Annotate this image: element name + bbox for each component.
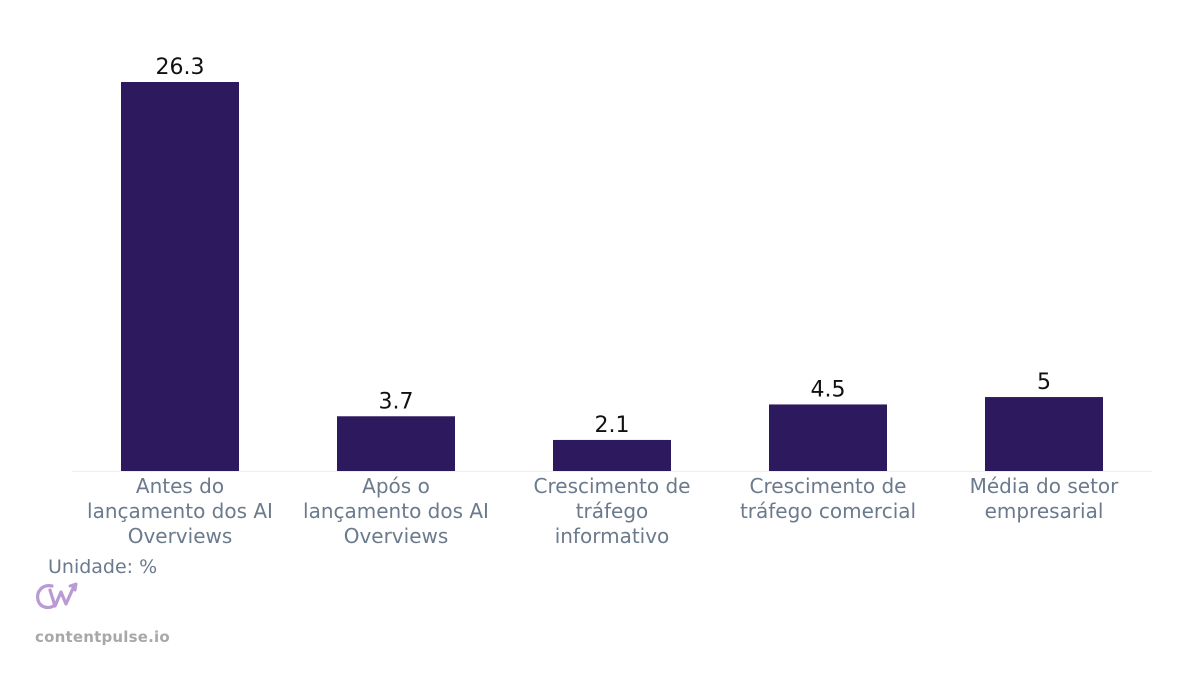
tick-label-4: Crescimento de tráfego comercial xyxy=(740,474,916,523)
value-label-5: 5 xyxy=(1037,370,1051,395)
brand-text: contentpulse.io xyxy=(35,628,170,646)
tick-label-line: lançamento dos AI xyxy=(87,499,273,523)
tick-label-line: informativo xyxy=(555,524,670,548)
tick-label-5: Média do setor empresarial xyxy=(970,474,1120,523)
tick-label-line: lançamento dos AI xyxy=(303,499,489,523)
value-label-1: 26.3 xyxy=(156,55,205,80)
tick-label-3: Crescimento de tráfego informativo xyxy=(534,474,691,548)
tick-label-line: Média do setor xyxy=(970,474,1120,498)
tick-label-line: Crescimento de xyxy=(750,474,907,498)
bar-4 xyxy=(769,404,887,471)
tick-label-line: tráfego xyxy=(576,499,649,523)
bar-2 xyxy=(337,416,455,471)
value-label-2: 3.7 xyxy=(379,389,414,414)
tick-label-2: Após o lançamento dos AI Overviews xyxy=(303,474,489,548)
bar-5 xyxy=(985,397,1103,471)
value-labels-group: 26.3 3.7 2.1 4.5 5 xyxy=(156,55,1051,438)
cw-logo-icon xyxy=(36,582,78,610)
tick-label-line: Overviews xyxy=(128,524,233,548)
unit-label: Unidade: % xyxy=(48,556,158,578)
value-label-4: 4.5 xyxy=(811,377,846,402)
bar-1 xyxy=(121,82,239,471)
tick-label-line: Overviews xyxy=(344,524,449,548)
bars-group xyxy=(121,82,1103,471)
bar-3 xyxy=(553,439,671,471)
tick-label-line: Crescimento de xyxy=(534,474,691,498)
tick-label-line: Antes do xyxy=(136,474,224,498)
value-label-3: 2.1 xyxy=(595,413,630,438)
tick-label-line: Após o xyxy=(362,474,430,498)
tick-label-1: Antes do lançamento dos AI Overviews xyxy=(87,474,273,548)
tick-label-line: empresarial xyxy=(985,499,1104,523)
tick-label-line: tráfego comercial xyxy=(740,499,916,523)
